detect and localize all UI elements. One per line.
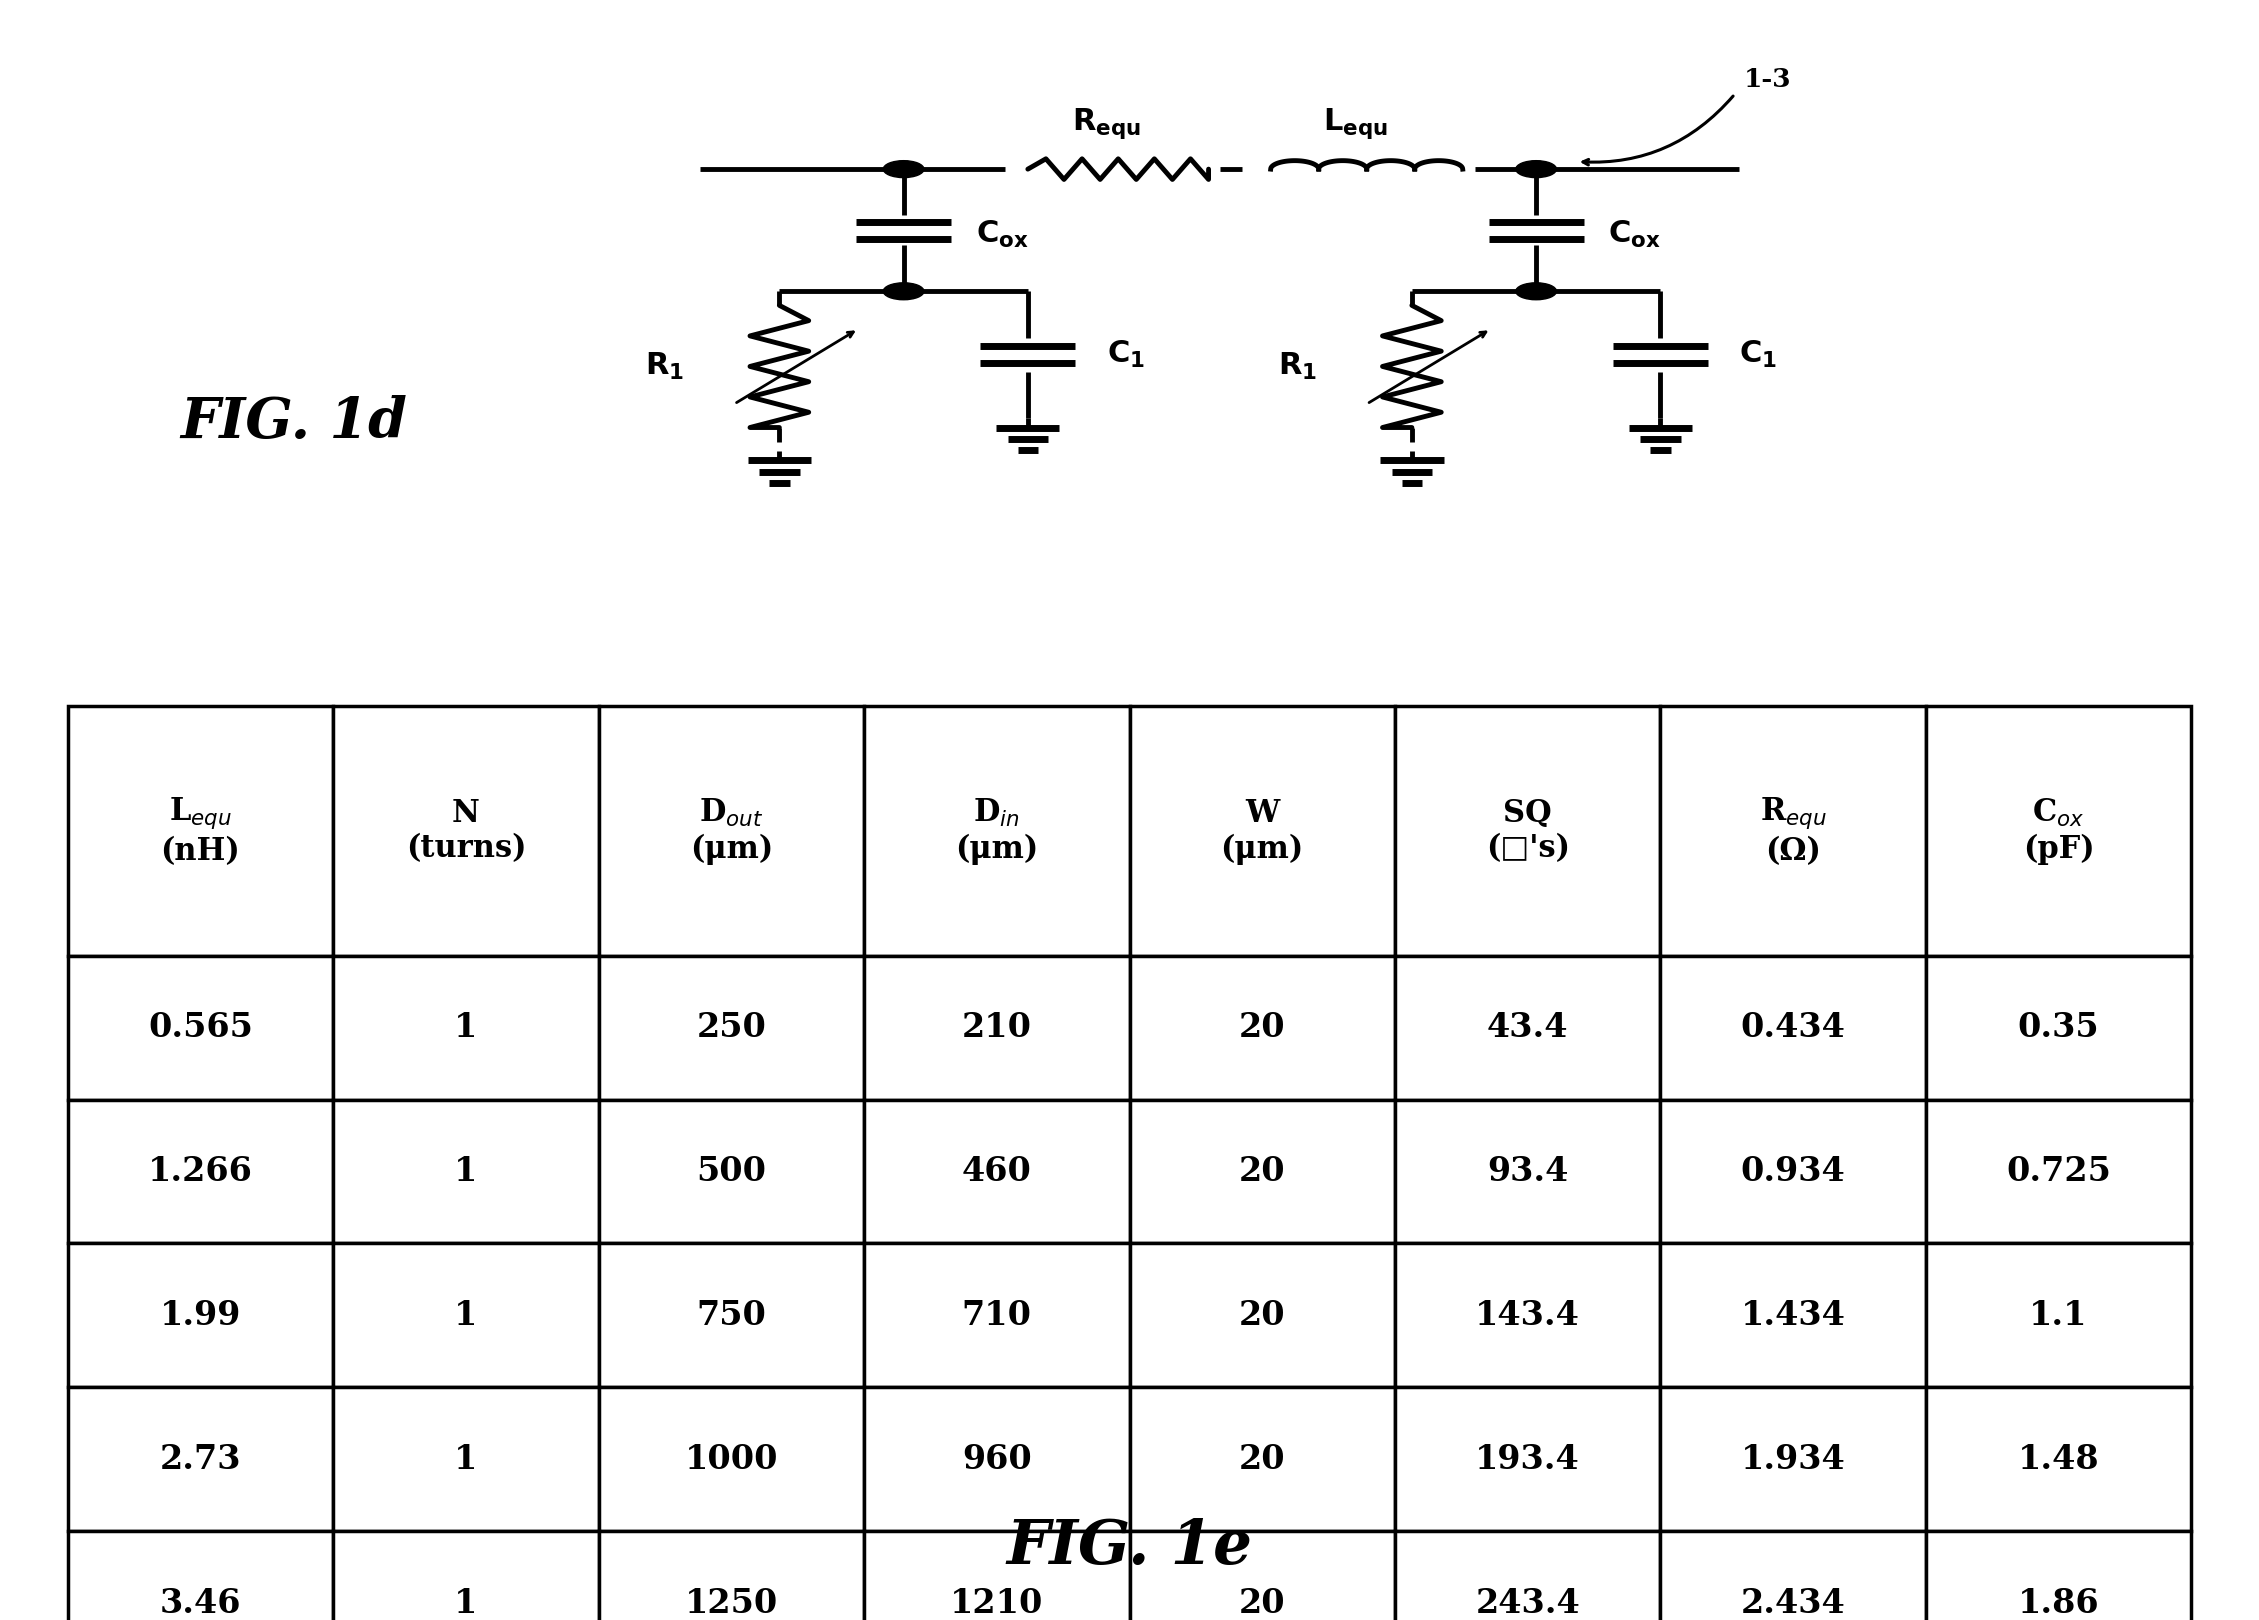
Text: $\mathbf{R_{equ}}$: $\mathbf{R_{equ}}$ [1073,105,1141,141]
Circle shape [1516,160,1556,178]
Text: 1-3: 1-3 [1744,66,1791,92]
Text: $\mathbf{C_1}$: $\mathbf{C_1}$ [1107,339,1145,371]
Circle shape [883,160,924,178]
Text: $\mathbf{R_1}$: $\mathbf{R_1}$ [646,352,684,382]
Circle shape [1516,284,1556,300]
Text: $\mathbf{L_{equ}}$: $\mathbf{L_{equ}}$ [1324,105,1387,141]
Circle shape [883,284,924,300]
Text: FIG. 1e: FIG. 1e [1008,1516,1251,1578]
Text: $\mathbf{C_{ox}}$: $\mathbf{C_{ox}}$ [1608,219,1660,251]
Text: $\mathbf{C_{ox}}$: $\mathbf{C_{ox}}$ [976,219,1028,251]
Text: $\mathbf{R_1}$: $\mathbf{R_1}$ [1279,352,1317,382]
Text: FIG. 1d: FIG. 1d [181,395,407,450]
Text: $\mathbf{C_1}$: $\mathbf{C_1}$ [1739,339,1778,371]
